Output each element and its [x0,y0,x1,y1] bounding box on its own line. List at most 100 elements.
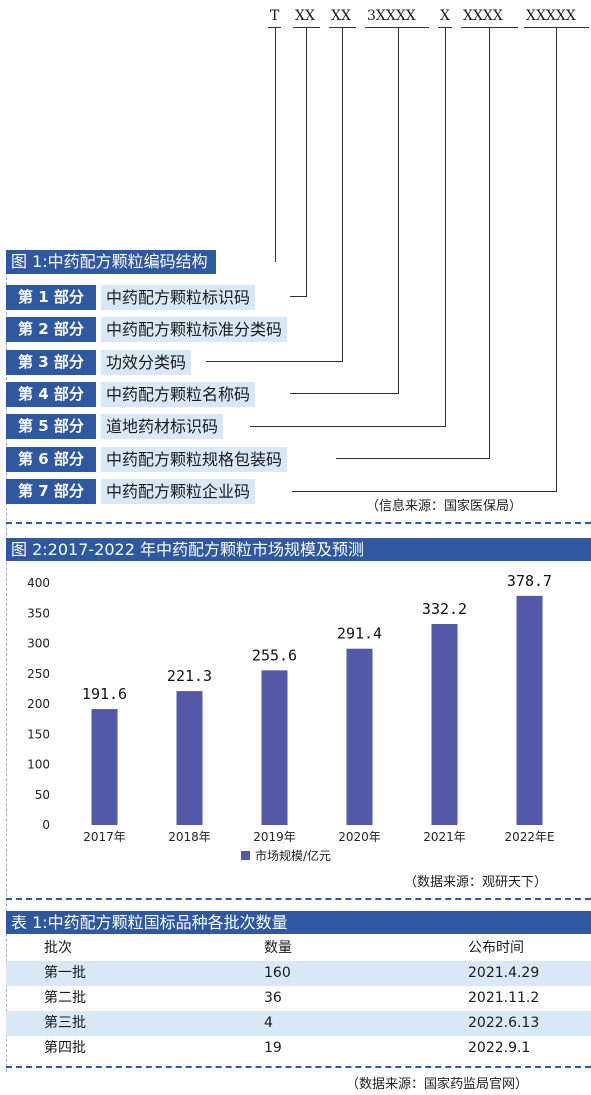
cell-count: 19 [264,1040,282,1056]
y-tick-label: 0 [42,818,50,832]
data-label: 332.2 [422,600,467,618]
part-tag: 第 5 部分 [6,414,96,439]
bar [176,691,203,825]
data-label: 378.7 [507,572,552,590]
y-tick-label: 100 [27,758,50,772]
cell-batch: 第三批 [44,1015,86,1031]
x-tick-label: 2019年 [253,830,296,844]
y-tick-label: 50 [35,788,50,802]
part-description: 中药配方颗粒标准分类码 [101,317,288,342]
code-underline [438,27,452,28]
y-tick-label: 400 [27,576,50,590]
data-label: 221.3 [167,667,212,685]
y-tick-label: 300 [27,637,50,651]
leader-line [290,393,399,394]
code-underline [461,27,518,28]
code-underline [524,27,589,28]
bar [91,709,118,825]
table-row: 第二批 36 2021.11.2 [6,986,591,1011]
y-tick-label: 250 [27,667,50,681]
bar-chart-svg: 0 50 100 150 200 250 300 350 400 191.6 2017年 221.3 2… [27,572,554,863]
figure2-source: （数据来源：观研天下） [404,875,548,890]
table-row: 第三批 4 2022.6.13 [6,1011,591,1036]
legend-swatch [241,851,250,860]
part-tag: 第 6 部分 [6,447,96,472]
cell-date: 2022.6.13 [468,1015,540,1031]
leader-line [250,426,446,427]
part-description: 功效分类码 [101,350,192,375]
y-tick-label: 150 [27,727,50,741]
figure1-title: 图 1:中药配方颗粒编码结构 [6,250,216,274]
part-description: 中药配方颗粒企业码 [101,479,256,504]
bar-chart: 0 50 100 150 200 250 300 350 400 191.6 2017年 221.3 2… [0,563,591,873]
code-segment-3: XX [331,8,351,24]
header-date: 公布时间 [468,940,524,956]
code-segment-6: XXXX [463,8,503,24]
leader-line [342,28,343,362]
code-segment-4: 3XXXX [367,8,416,24]
code-underline [329,27,356,28]
x-tick-label: 2021年 [423,830,466,844]
leader-line [336,458,490,459]
y-tick-label: 350 [27,606,50,620]
table-row: 第四批 19 2022.9.1 [6,1036,591,1061]
part-tag: 第 7 部分 [6,479,96,504]
part-description: 中药配方颗粒名称码 [101,382,256,407]
x-tick-label: 2017年 [83,830,126,844]
leader-line [306,28,307,297]
cell-batch: 第四批 [44,1040,86,1056]
section-divider [6,898,591,900]
part-tag: 第 1 部分 [6,285,96,310]
table1-source: （数据来源：国家药监局官网） [346,1077,529,1092]
code-segment-7: XXXXX [526,8,576,24]
leader-line [206,361,343,362]
part-description: 道地药材标识码 [101,414,224,439]
leader-line [398,28,399,394]
leader-line [290,296,307,297]
x-tick-label: 2020年 [338,830,381,844]
code-underline [365,27,429,28]
x-tick-label: 2022年E [504,830,554,844]
code-underline [293,27,320,28]
section-divider [6,1066,591,1068]
leader-line [556,28,557,492]
bar [516,595,543,825]
x-tick-label: 2018年 [168,830,211,844]
leader-line [445,28,446,427]
table-header-row: 批次 数量 公布时间 [6,936,591,961]
cell-batch: 第一批 [44,965,86,981]
leader-line [489,28,490,459]
header-batch: 批次 [44,940,72,956]
batch-table: 批次 数量 公布时间 第一批 160 2021.4.29 第二批 36 2021… [6,936,591,1061]
cell-count: 4 [264,1015,273,1031]
data-label: 291.4 [337,625,382,643]
cell-batch: 第二批 [44,990,86,1006]
section-divider [6,522,591,524]
bar [261,670,288,825]
part-tag: 第 3 部分 [6,350,96,375]
part-tag: 第 4 部分 [6,382,96,407]
cell-date: 2021.4.29 [468,965,540,981]
bar [431,624,458,825]
table-row: 第一批 160 2021.4.29 [6,961,591,986]
left-border [6,262,7,1072]
leader-line [275,28,276,262]
bar [346,648,373,825]
part-tag: 第 2 部分 [6,317,96,342]
figure2-title: 图 2:2017-2022 年中药配方颗粒市场规模及预测 [6,538,591,561]
cell-date: 2021.11.2 [468,990,540,1006]
figure1-source: （信息来源：国家医保局） [366,499,523,514]
cell-date: 2022.9.1 [468,1040,531,1056]
part-description: 中药配方颗粒标识码 [101,285,256,310]
legend-label: 市场规模/亿元 [255,848,331,863]
code-segment-1: T [270,8,280,24]
data-label: 255.6 [252,646,297,664]
cell-count: 36 [264,990,282,1006]
leader-line [292,491,557,492]
cell-count: 160 [264,965,291,981]
y-tick-label: 200 [27,697,50,711]
header-count: 数量 [264,940,292,956]
part-description: 中药配方颗粒规格包装码 [101,447,288,472]
data-label: 191.6 [82,685,127,703]
code-underline [268,27,281,28]
